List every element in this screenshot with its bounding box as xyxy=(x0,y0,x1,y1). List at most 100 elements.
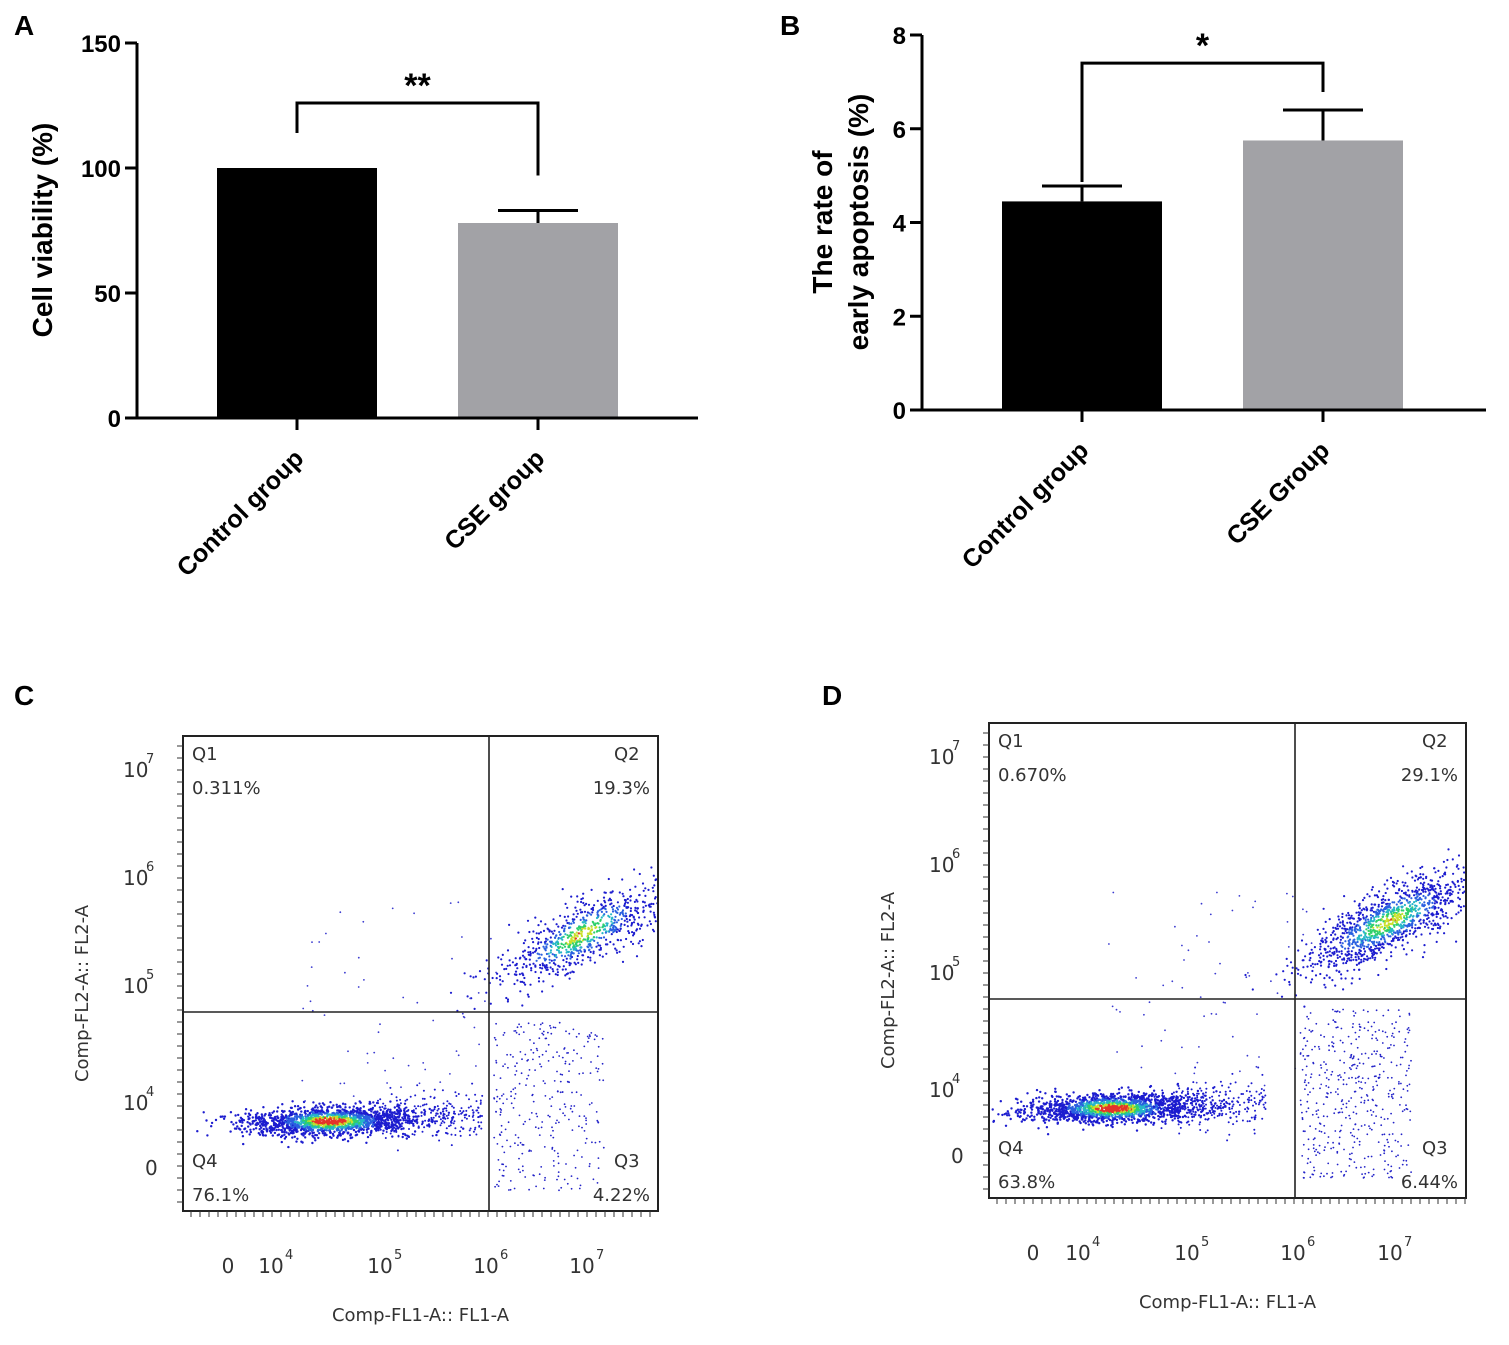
scatter-point xyxy=(1168,1097,1171,1100)
scatter-point xyxy=(578,943,582,946)
scatter-point xyxy=(274,1126,277,1129)
scatter-point xyxy=(359,1109,362,1112)
scatter-point xyxy=(544,1037,547,1040)
scatter-point xyxy=(417,1125,420,1128)
scatter-point xyxy=(323,1124,326,1127)
scatter-point xyxy=(521,1004,524,1007)
scatter-point xyxy=(327,1121,330,1125)
scatter-point xyxy=(222,1117,226,1121)
scatter-point xyxy=(610,913,613,916)
scatter-point xyxy=(381,1132,384,1135)
scatter-point xyxy=(304,1115,307,1118)
scatter-point xyxy=(573,939,576,942)
scatter-point xyxy=(293,1120,297,1124)
scatter-point xyxy=(1105,1109,1109,1112)
scatter-point xyxy=(546,968,549,971)
scatter-point xyxy=(1091,1109,1095,1112)
scatter-point xyxy=(526,1077,528,1080)
scatter-point xyxy=(1102,1120,1105,1124)
scatter-point xyxy=(588,1034,591,1036)
scatter-point xyxy=(449,991,453,994)
scatter-point xyxy=(1250,1082,1253,1085)
scatter-point xyxy=(333,1121,336,1125)
scatter-point xyxy=(552,970,555,973)
scatter-point xyxy=(1139,1106,1142,1109)
scatter-point xyxy=(530,1150,532,1152)
scatter-point xyxy=(1238,1104,1241,1106)
scatter-point xyxy=(558,930,561,934)
scatter-point xyxy=(330,1121,334,1124)
scatter-point xyxy=(293,1135,296,1139)
scatter-point xyxy=(632,916,635,919)
scatter-point xyxy=(607,877,610,881)
scatter-point xyxy=(1115,1101,1118,1104)
scatter-point xyxy=(1246,1120,1249,1123)
scatter-point xyxy=(352,1116,355,1120)
scatter-point xyxy=(1053,1098,1057,1101)
scatter-point xyxy=(379,1115,382,1118)
scatter-point xyxy=(365,1128,369,1132)
scatter-point xyxy=(524,1120,526,1123)
scatter-point xyxy=(1261,1073,1264,1076)
scatter-point xyxy=(576,935,579,938)
scatter-point xyxy=(369,1121,372,1125)
scatter-point xyxy=(478,1124,481,1127)
scatter-point xyxy=(335,1115,339,1118)
scatter-point xyxy=(1228,1133,1231,1136)
scatter-point xyxy=(346,1140,350,1143)
scatter-point xyxy=(1082,1128,1085,1131)
scatter-point xyxy=(1209,1101,1213,1104)
scatter-point xyxy=(597,1068,600,1070)
scatter-point xyxy=(1164,1122,1167,1126)
scatter-point xyxy=(1107,1107,1110,1111)
scatter-point xyxy=(610,933,613,936)
scatter-point xyxy=(1047,1109,1051,1113)
scatter-point xyxy=(308,1133,311,1136)
scatter-point xyxy=(581,954,584,957)
scatter-point xyxy=(1246,1110,1249,1113)
scatter-point xyxy=(1028,1115,1032,1119)
scatter-point xyxy=(593,961,597,964)
scatter-point xyxy=(518,1033,521,1036)
scatter-point xyxy=(1177,1107,1180,1109)
scatter-point xyxy=(543,1179,546,1181)
scatter-point xyxy=(1073,1110,1076,1113)
scatter-point xyxy=(321,1102,325,1105)
scatter-point xyxy=(1049,1116,1052,1120)
scatter-point xyxy=(569,931,572,934)
scatter-point xyxy=(576,949,579,952)
scatter-point xyxy=(619,924,622,928)
scatter-point xyxy=(598,929,602,932)
scatter-point xyxy=(1174,1115,1177,1118)
scatter-point xyxy=(1231,1105,1234,1108)
scatter-point xyxy=(648,920,651,923)
scatter-point xyxy=(1104,1098,1108,1101)
scatter-point xyxy=(1125,1103,1128,1106)
scatter-point xyxy=(576,944,579,947)
scatter-point xyxy=(575,941,578,944)
scatter-point xyxy=(259,1120,262,1123)
scatter-point xyxy=(574,947,578,951)
scatter-point xyxy=(538,1173,541,1176)
scatter-point xyxy=(587,903,591,906)
scatter-point xyxy=(1115,1105,1119,1108)
scatter-point xyxy=(262,1121,265,1124)
scatter-point xyxy=(335,1103,338,1107)
scatter-point xyxy=(1141,1118,1144,1122)
scatter-point xyxy=(541,1022,544,1024)
scatter-point xyxy=(1171,1105,1174,1107)
scatter-point xyxy=(590,928,594,931)
scatter-point xyxy=(549,951,552,954)
scatter-point xyxy=(495,1111,497,1113)
scatter-point xyxy=(564,933,567,936)
scatter-point xyxy=(535,947,538,951)
scatter-point xyxy=(549,940,552,943)
scatter-point xyxy=(1166,1100,1169,1103)
scatter-point xyxy=(617,919,620,922)
scatter-point xyxy=(532,1100,535,1103)
scatter-point xyxy=(1193,1115,1196,1118)
scatter-point xyxy=(563,945,567,948)
scatter-point xyxy=(1126,1113,1129,1117)
scatter-point xyxy=(525,1084,527,1086)
scatter-point xyxy=(1147,1119,1150,1123)
